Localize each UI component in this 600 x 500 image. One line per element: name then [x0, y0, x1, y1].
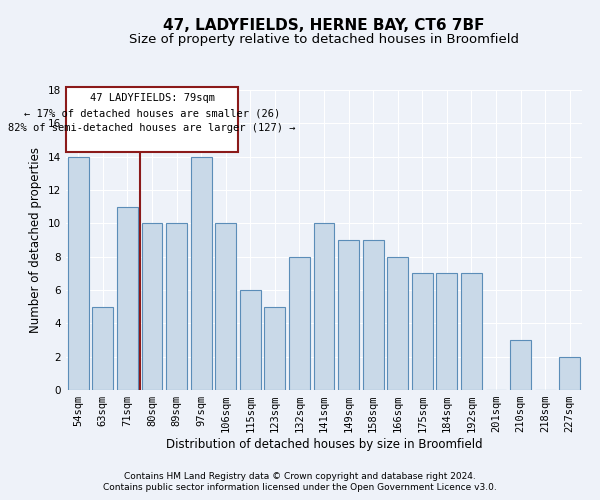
Bar [510, 340, 531, 390]
Bar [166, 224, 187, 390]
Bar [92, 306, 113, 390]
Bar [362, 240, 383, 390]
X-axis label: Distribution of detached houses by size in Broomfield: Distribution of detached houses by size … [166, 438, 482, 451]
Text: 47, LADYFIELDS, HERNE BAY, CT6 7BF: 47, LADYFIELDS, HERNE BAY, CT6 7BF [163, 18, 485, 32]
Text: Size of property relative to detached houses in Broomfield: Size of property relative to detached ho… [129, 32, 519, 46]
Bar [412, 274, 433, 390]
Y-axis label: Number of detached properties: Number of detached properties [29, 147, 43, 333]
Bar [338, 240, 359, 390]
Bar [68, 156, 89, 390]
Text: Contains HM Land Registry data © Crown copyright and database right 2024.: Contains HM Land Registry data © Crown c… [124, 472, 476, 481]
Bar [142, 224, 163, 390]
Bar [265, 306, 286, 390]
Bar [289, 256, 310, 390]
Bar [191, 156, 212, 390]
Bar [314, 224, 334, 390]
Bar [240, 290, 261, 390]
FancyBboxPatch shape [66, 86, 238, 152]
Text: Contains public sector information licensed under the Open Government Licence v3: Contains public sector information licen… [103, 484, 497, 492]
Bar [436, 274, 457, 390]
Bar [387, 256, 408, 390]
Bar [215, 224, 236, 390]
Text: 47 LADYFIELDS: 79sqm
← 17% of detached houses are smaller (26)
82% of semi-detac: 47 LADYFIELDS: 79sqm ← 17% of detached h… [8, 94, 296, 133]
Bar [461, 274, 482, 390]
Bar [559, 356, 580, 390]
Bar [117, 206, 138, 390]
